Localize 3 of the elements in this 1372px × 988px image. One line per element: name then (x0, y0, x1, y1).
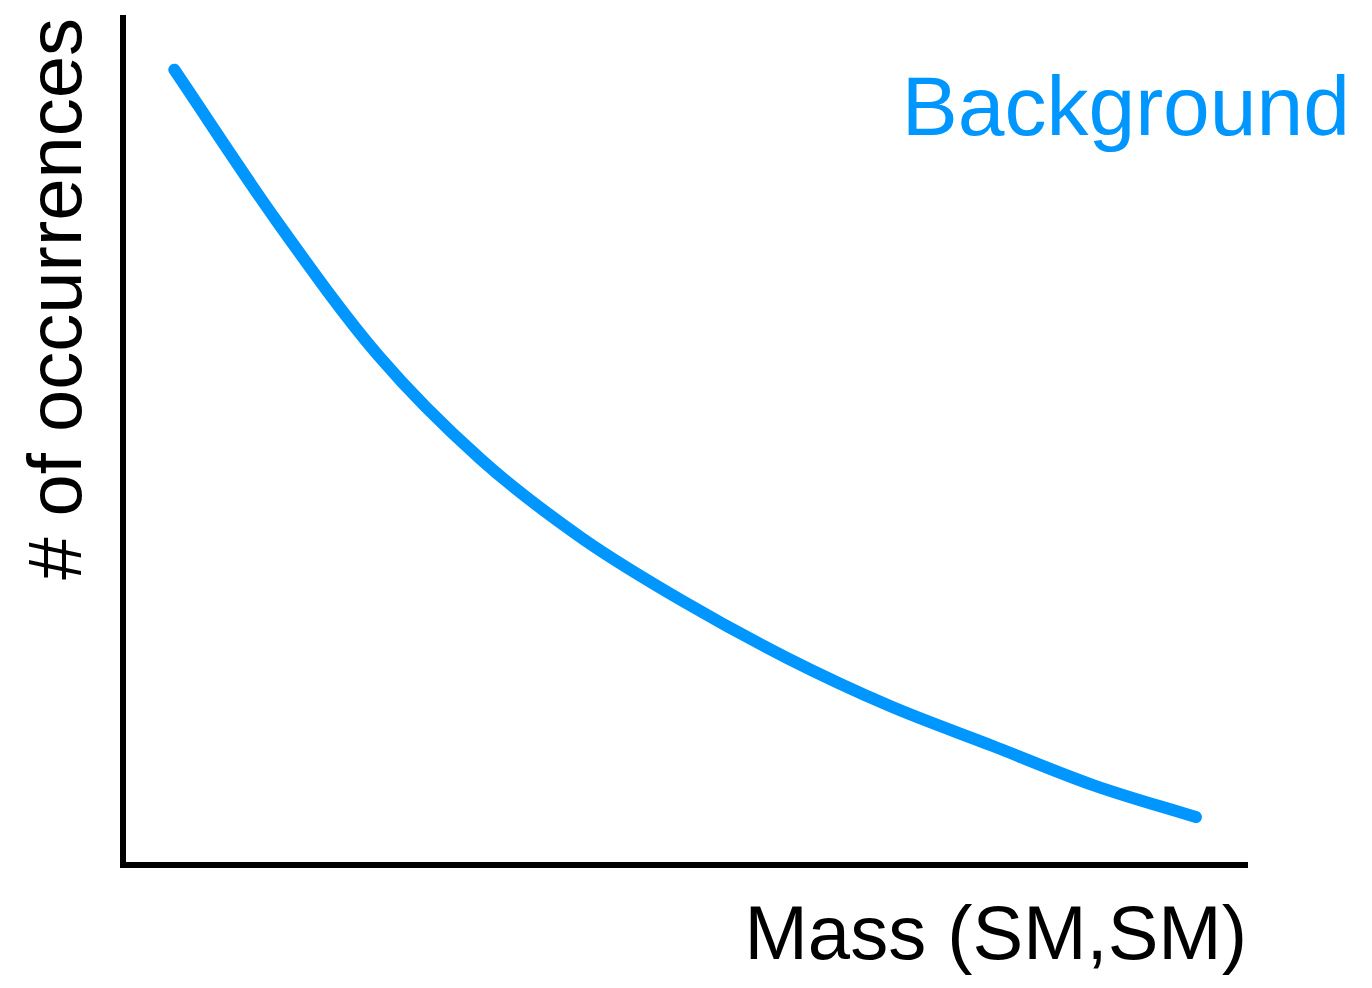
x-axis-title: Mass (SM,SM) (744, 890, 1247, 976)
text: Background (901, 59, 1350, 154)
y-axis-title: # of occurrences (11, 18, 97, 580)
